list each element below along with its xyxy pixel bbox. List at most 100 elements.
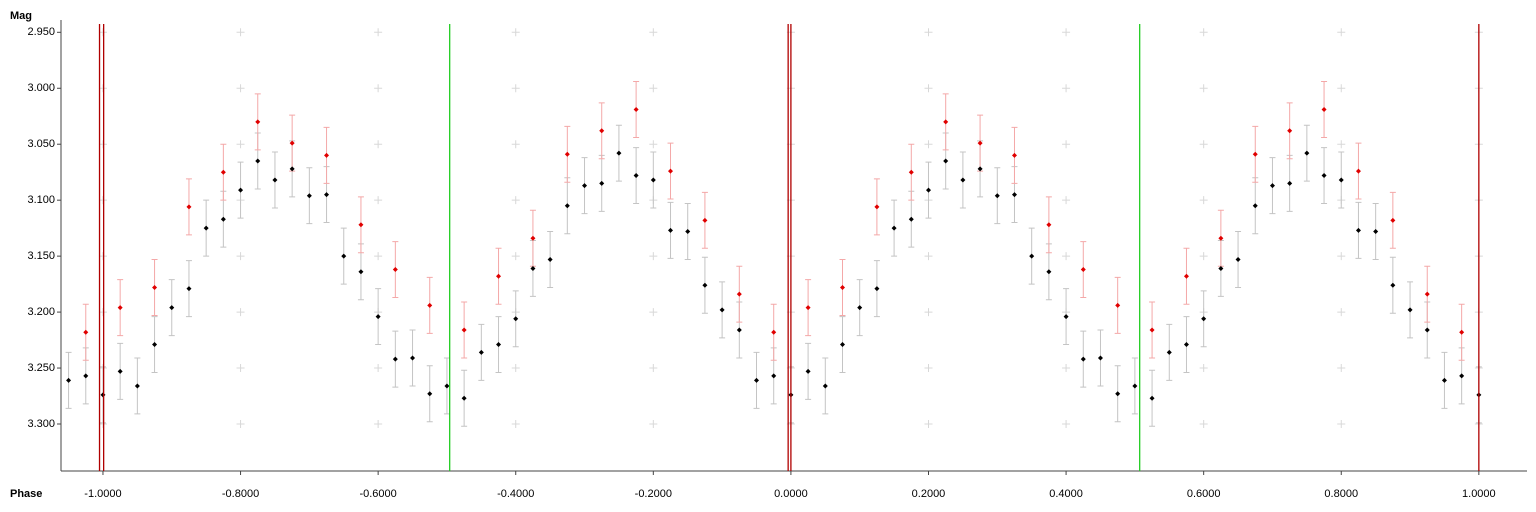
point <box>1235 256 1241 262</box>
grid-cross <box>511 252 520 261</box>
grid-cross <box>511 364 520 373</box>
point <box>1252 151 1258 157</box>
y-tick-label: 2.950 <box>27 26 55 38</box>
point <box>857 305 863 311</box>
grid-cross <box>1062 140 1071 149</box>
point <box>1132 383 1138 389</box>
point <box>685 229 691 235</box>
grid-cross <box>649 28 658 37</box>
grid-cross <box>374 252 383 261</box>
point <box>547 256 553 262</box>
grid-cross <box>1199 364 1208 373</box>
grid-cross <box>98 28 107 37</box>
point <box>134 383 140 389</box>
point <box>805 305 811 311</box>
grid-cross <box>1337 308 1346 317</box>
grid-cross <box>1199 196 1208 205</box>
point <box>1373 229 1379 235</box>
grid-cross <box>1337 84 1346 93</box>
y-axis-title: Mag <box>10 10 32 22</box>
x-tick-label: -0.2000 <box>635 488 672 500</box>
grid-cross <box>374 196 383 205</box>
point <box>478 349 484 355</box>
point <box>1269 183 1275 189</box>
point <box>1149 395 1155 401</box>
grid-cross <box>924 419 933 428</box>
point <box>1011 152 1017 158</box>
point <box>238 187 244 193</box>
point <box>754 377 760 383</box>
grid-cross <box>1199 419 1208 428</box>
point <box>650 177 656 183</box>
point <box>220 169 226 175</box>
point <box>582 183 588 189</box>
grid-cross <box>1199 84 1208 93</box>
point <box>564 151 570 157</box>
point <box>186 204 192 210</box>
grid-cross <box>236 140 245 149</box>
point <box>1080 267 1086 273</box>
point <box>1424 291 1430 297</box>
grid-cross <box>374 28 383 37</box>
grid-cross <box>236 28 245 37</box>
point <box>564 203 570 209</box>
point <box>255 158 261 164</box>
x-tick-label: 0.4000 <box>1049 488 1083 500</box>
grid-cross <box>511 84 520 93</box>
point <box>1097 355 1103 361</box>
point <box>1321 107 1327 113</box>
point <box>1287 128 1293 134</box>
point <box>255 119 261 125</box>
point <box>1029 253 1035 259</box>
point <box>599 128 605 134</box>
point <box>152 342 158 348</box>
point <box>427 302 433 308</box>
point <box>1046 269 1052 275</box>
point <box>289 166 295 172</box>
point <box>1252 203 1258 209</box>
x-tick-label: -0.8000 <box>222 488 259 500</box>
grid-cross <box>1337 364 1346 373</box>
point <box>1149 327 1155 333</box>
point <box>530 235 536 241</box>
point <box>1011 192 1017 198</box>
point <box>220 216 226 222</box>
grid-cross <box>511 196 520 205</box>
point <box>1355 227 1361 233</box>
grid-cross <box>98 196 107 205</box>
point <box>839 342 845 348</box>
point <box>392 356 398 362</box>
point <box>668 227 674 233</box>
point <box>1183 273 1189 279</box>
x-tick-label: 0.6000 <box>1187 488 1221 500</box>
grid-cross <box>924 252 933 261</box>
grid-cross <box>1062 84 1071 93</box>
grid-cross <box>236 308 245 317</box>
grid-cross <box>1062 364 1071 373</box>
point <box>771 329 777 335</box>
point <box>203 225 209 231</box>
point <box>272 177 278 183</box>
point <box>839 284 845 290</box>
point <box>943 119 949 125</box>
point <box>943 158 949 164</box>
point <box>169 305 175 311</box>
point <box>633 173 639 179</box>
y-tick-label: 3.000 <box>27 82 55 94</box>
point <box>599 180 605 186</box>
point <box>1355 168 1361 174</box>
y-tick-label: 3.300 <box>27 418 55 430</box>
grid-cross <box>236 252 245 261</box>
x-tick-label: -0.6000 <box>359 488 396 500</box>
point <box>891 225 897 231</box>
grid-cross <box>1337 28 1346 37</box>
point <box>1166 349 1172 355</box>
grid-cross <box>924 84 933 93</box>
grid-cross <box>924 364 933 373</box>
point <box>702 282 708 288</box>
point <box>960 177 966 183</box>
point <box>908 216 914 222</box>
grid-cross <box>98 84 107 93</box>
x-tick-label: -1.0000 <box>84 488 121 500</box>
